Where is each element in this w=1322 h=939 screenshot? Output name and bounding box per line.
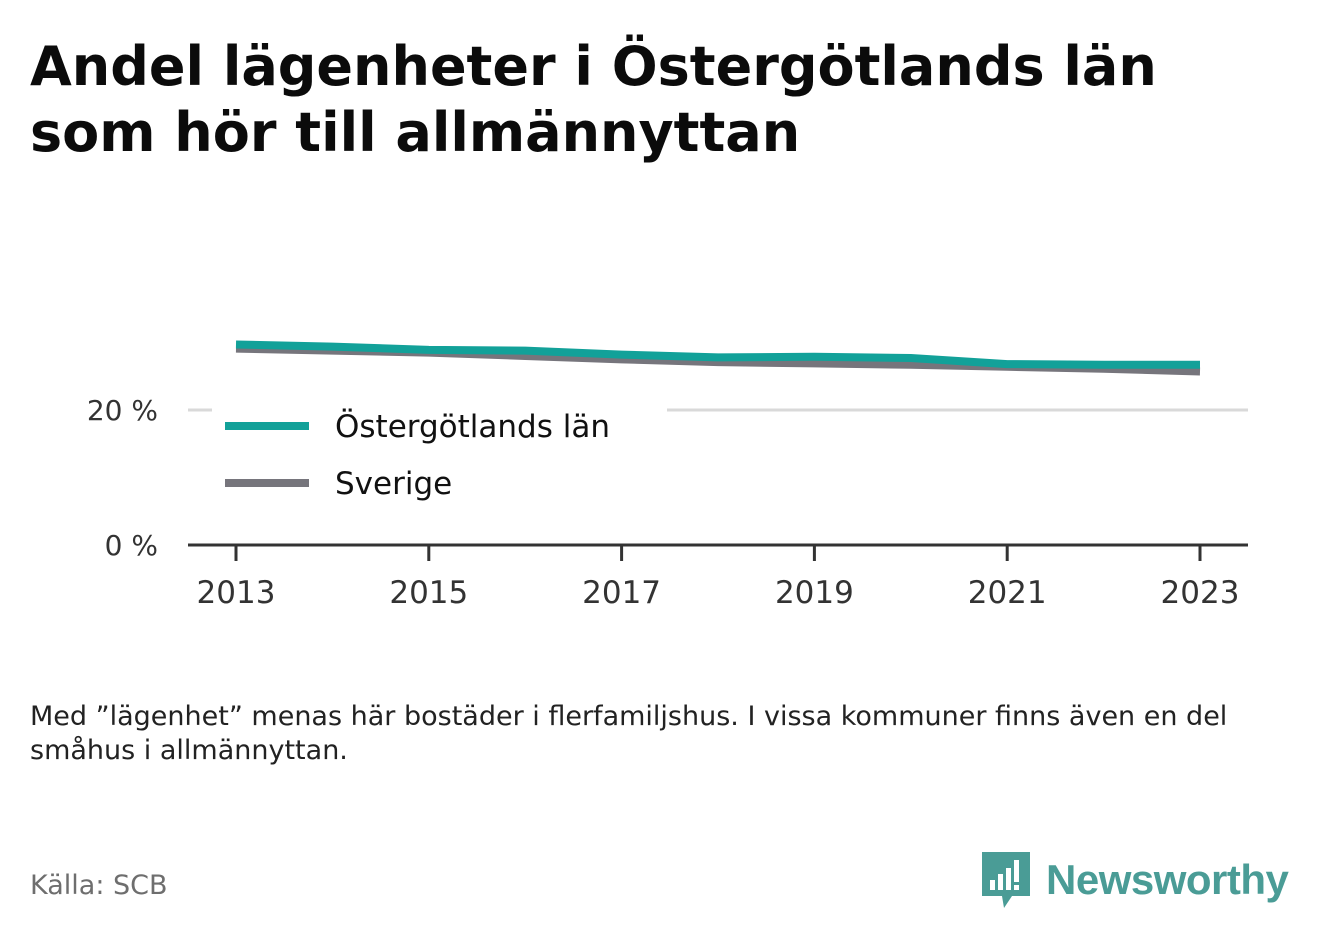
title-line-2: som hör till allmännyttan xyxy=(30,101,801,164)
legend-label: Östergötlands län xyxy=(335,408,610,445)
x-tick-label: 2015 xyxy=(389,575,468,611)
x-tick-label: 2021 xyxy=(968,575,1047,611)
x-tick-label: 2023 xyxy=(1161,575,1240,611)
legend-label: Sverige xyxy=(335,466,452,502)
brand-logo: Newsworthy xyxy=(980,850,1289,910)
chart-note: Med ”lägenhet” menas här bostäder i fler… xyxy=(30,701,1228,766)
y-tick-label: 0 % xyxy=(105,529,158,562)
brand-name: Newsworthy xyxy=(1046,856,1289,903)
series-line-ostergotland xyxy=(235,340,1200,369)
chart-title: Andel lägenheter i Östergötlands län som… xyxy=(30,34,1300,166)
legend-background xyxy=(212,395,667,513)
title-line-1: Andel lägenheter i Östergötlands län xyxy=(30,35,1157,98)
x-tick-label: 2017 xyxy=(582,575,661,611)
x-tick-label: 2013 xyxy=(197,575,276,611)
x-tick-label: 2019 xyxy=(775,575,854,611)
bar-chart-speech-bubble-icon xyxy=(982,852,1030,908)
source-label: Källa: SCB xyxy=(30,870,168,901)
y-tick-label: 20 % xyxy=(87,394,158,427)
